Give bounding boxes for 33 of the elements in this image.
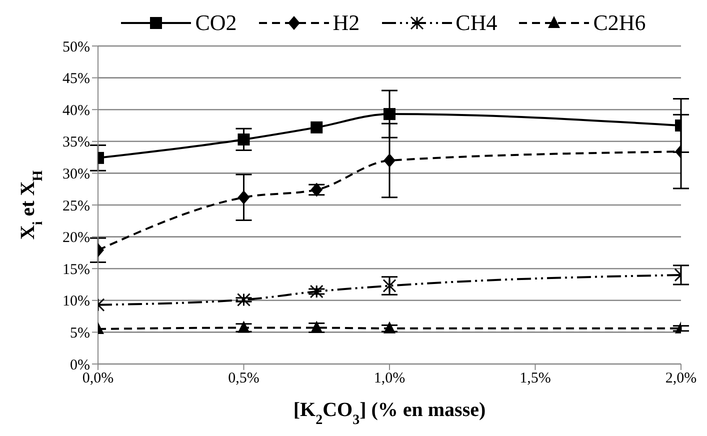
legend-label: CO2 [195, 10, 237, 36]
y-tick-label: 40% [62, 102, 90, 119]
y-tick-label: 10% [62, 294, 90, 310]
point [238, 133, 250, 146]
point [238, 190, 250, 204]
y-tick-label: 45% [62, 71, 90, 88]
point [237, 293, 250, 307]
legend-label: CH4 [456, 10, 498, 36]
point [384, 321, 396, 334]
x-axis-title: [K$_{2}$CO$_{3}$] (% en masse) [293, 399, 486, 428]
y-tick-label: 25% [62, 198, 90, 214]
x-tick-label: 1,0% [374, 370, 406, 387]
y-tick-label: 35% [62, 134, 90, 151]
x-tick-label: 2,0% [665, 370, 697, 387]
point [310, 182, 323, 197]
y-tick-label: 20% [62, 230, 90, 246]
y-tick-label: 5% [70, 326, 90, 342]
point [384, 108, 396, 120]
point [310, 284, 324, 298]
y-tick-label: 30% [62, 166, 90, 183]
x-tick-label: 0,0% [82, 370, 114, 387]
x-tick-label: 1,5% [520, 370, 551, 387]
x-tick-label: 0,5% [228, 370, 260, 387]
y-tick-label: 0% [70, 357, 90, 374]
point [238, 320, 250, 333]
legend-label: H2 [332, 10, 360, 36]
point [384, 153, 396, 168]
legend-label: C2H6 [593, 10, 646, 36]
point [382, 279, 396, 293]
point [310, 121, 323, 134]
y-tick-label: 15% [62, 262, 90, 278]
y-tick-label: 50% [62, 39, 90, 56]
point [310, 320, 323, 333]
